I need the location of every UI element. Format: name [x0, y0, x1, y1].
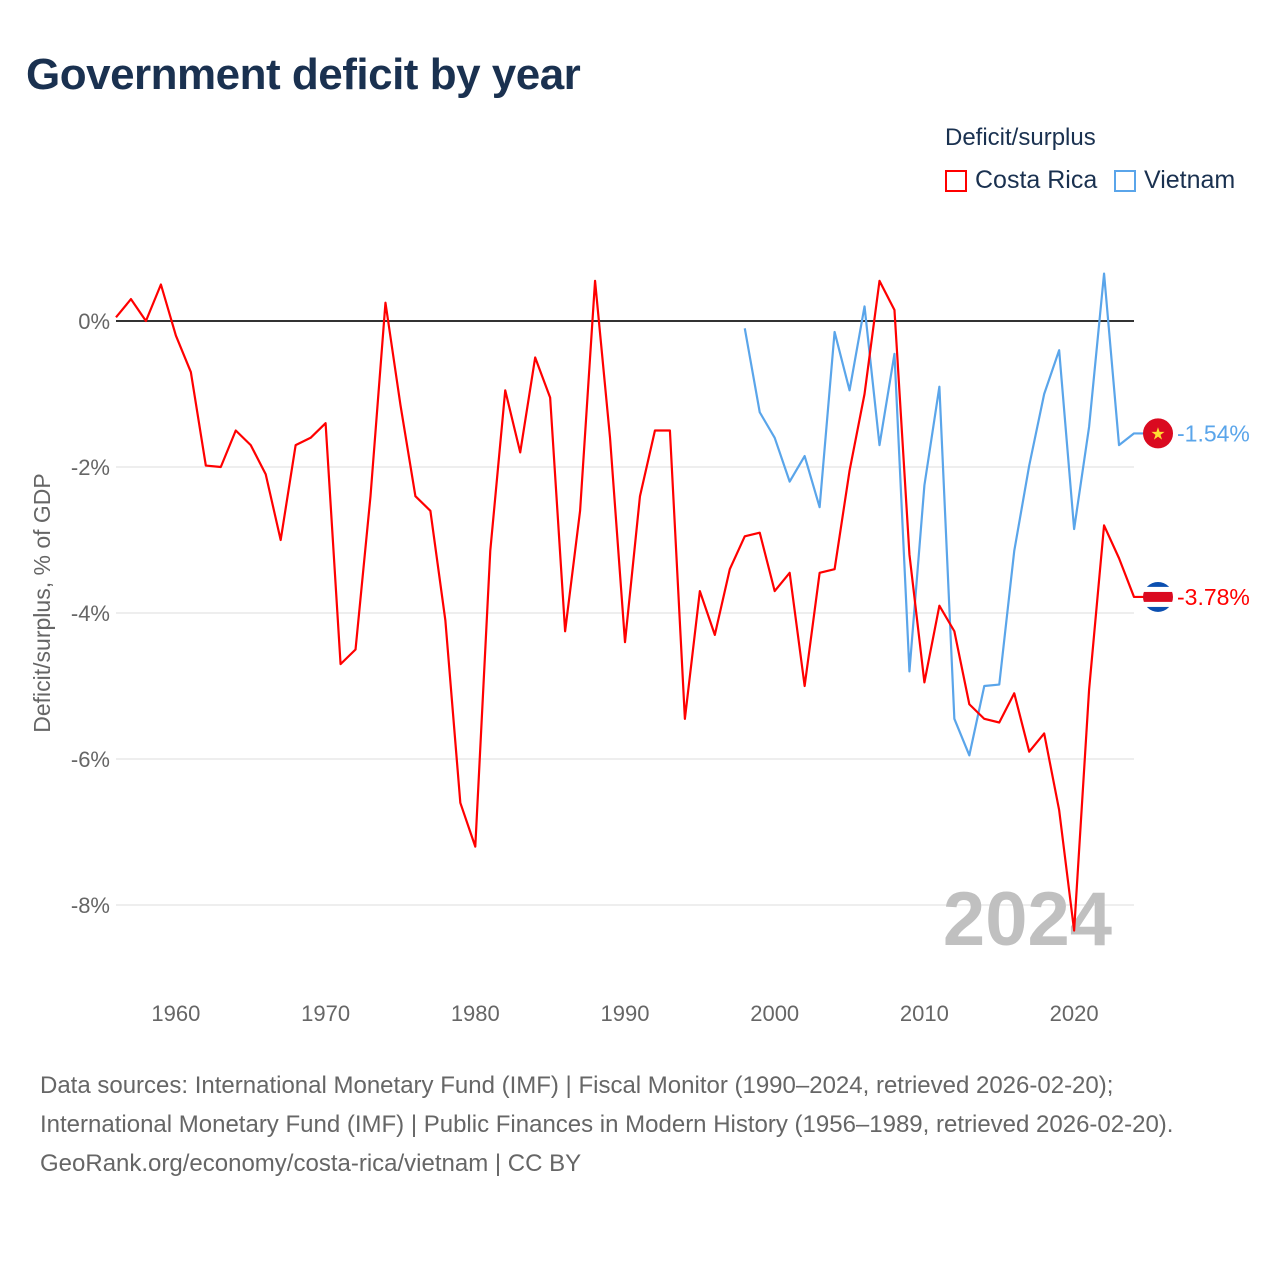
- flag-stripe: [1143, 586, 1173, 592]
- end-label-costa-rica: -3.78%: [1177, 584, 1250, 610]
- legend-swatch-costa-rica: [945, 169, 967, 192]
- x-tick-label: 1970: [301, 1001, 350, 1026]
- flag-circle: [1143, 418, 1173, 449]
- flag-stripe: [1143, 591, 1173, 602]
- legend-item-costa-rica[interactable]: Costa Rica: [945, 166, 1097, 195]
- y-tick-label: -8%: [71, 893, 110, 918]
- chart-area: 0% -2% -4% -6% -8% 1960 1970 1980 1990 2000 2010 20…: [29, 272, 1250, 1026]
- y-axis-label: Deficit/surplus, % of GDP: [29, 473, 55, 732]
- y-tick-label: -2%: [71, 455, 110, 480]
- x-tick-label: 2010: [900, 1001, 949, 1026]
- x-tick-label: 2020: [1050, 1001, 1099, 1026]
- legend-label: Costa Rica: [975, 166, 1098, 194]
- source-link[interactable]: GeoRank.org/economy/costa-rica/vietnam |…: [40, 1150, 582, 1177]
- footer: Data sources: International Monetary Fun…: [40, 1066, 1240, 1183]
- x-tick-label: 1980: [451, 1001, 500, 1026]
- x-tick-label: 1960: [151, 1001, 200, 1026]
- legend-title: Deficit/surplus: [945, 124, 1096, 151]
- y-tick-label: -6%: [71, 747, 110, 772]
- year-watermark: 2024: [943, 877, 1112, 962]
- star-icon: ★: [1150, 424, 1165, 443]
- chart-title: Government deficit by year: [26, 50, 581, 99]
- flag-stripe: [1143, 581, 1173, 587]
- data-sources: Data sources: International Monetary Fun…: [40, 1072, 1174, 1138]
- x-tick-label: 1990: [601, 1001, 650, 1026]
- y-tick-label: -4%: [71, 601, 110, 626]
- flag-vietnam-icon: ★: [1143, 418, 1173, 449]
- flag-stripe: [1143, 606, 1173, 612]
- x-tick-label: 2000: [750, 1001, 799, 1026]
- flag-costa-rica-icon: [1143, 581, 1173, 612]
- end-label-vietnam: -1.54%: [1177, 420, 1250, 446]
- legend-item-vietnam[interactable]: Vietnam: [1114, 166, 1235, 195]
- flag-stripes: [1143, 581, 1173, 612]
- series-line-vietnam: [743, 272, 1144, 757]
- series-line-costa-rica: [115, 279, 1144, 932]
- legend-swatch-vietnam: [1114, 169, 1136, 192]
- flag-stripe: [1143, 601, 1173, 607]
- legend-label: Vietnam: [1144, 166, 1236, 194]
- y-tick-label: 0%: [78, 309, 110, 334]
